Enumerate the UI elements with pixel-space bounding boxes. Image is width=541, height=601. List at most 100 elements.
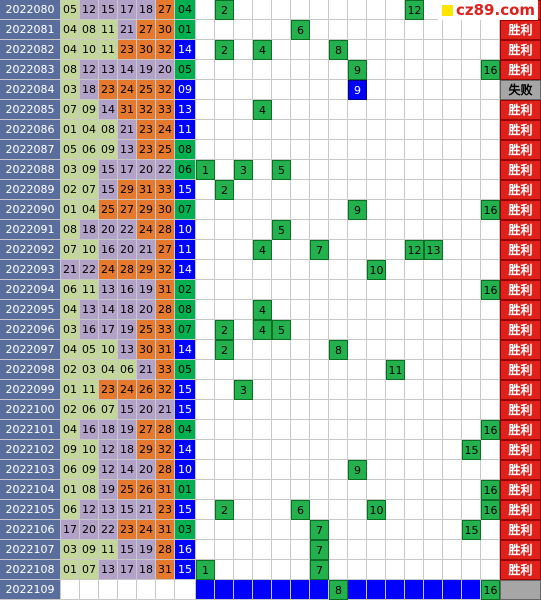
empty-cell xyxy=(291,120,310,140)
empty-cell xyxy=(405,320,424,340)
red-ball-cell: 33 xyxy=(156,320,175,340)
empty-cell xyxy=(329,140,348,160)
pick-cell: 13 xyxy=(424,240,443,260)
empty-cell xyxy=(196,200,215,220)
empty-cell xyxy=(367,160,386,180)
empty-cell xyxy=(272,100,291,120)
empty-cell xyxy=(462,300,481,320)
empty-cell xyxy=(348,40,367,60)
empty-cell xyxy=(424,120,443,140)
red-ball-cell: 05 xyxy=(61,140,80,160)
red-ball-cell: 16 xyxy=(118,280,137,300)
red-ball-cell: 20 xyxy=(137,300,156,320)
empty-cell xyxy=(310,480,329,500)
red-ball-cell: 14 xyxy=(118,60,137,80)
pick-cell: 15 xyxy=(462,520,481,540)
red-ball-cell: 18 xyxy=(137,560,156,580)
red-ball-cell: 18 xyxy=(80,80,99,100)
empty-cell xyxy=(405,160,424,180)
empty-cell xyxy=(348,580,367,600)
empty-cell xyxy=(386,420,405,440)
empty-cell xyxy=(443,160,462,180)
red-ball-cell: 30 xyxy=(156,20,175,40)
issue-cell: 2022087 xyxy=(0,140,61,160)
empty-cell xyxy=(348,300,367,320)
red-ball-cell: 15 xyxy=(118,540,137,560)
empty-cell xyxy=(215,160,234,180)
red-ball-cell: 04 xyxy=(80,120,99,140)
empty-cell xyxy=(310,0,329,20)
empty-cell xyxy=(310,40,329,60)
empty-cell xyxy=(386,560,405,580)
empty-cell xyxy=(215,60,234,80)
red-ball-cell: 04 xyxy=(99,360,118,380)
empty-cell xyxy=(291,240,310,260)
red-ball-cell: 10 xyxy=(80,440,99,460)
empty-cell xyxy=(329,440,348,460)
blue-ball-cell: 10 xyxy=(175,460,196,480)
empty-cell xyxy=(481,260,500,280)
empty-cell xyxy=(215,480,234,500)
red-ball-cell: 25 xyxy=(137,320,156,340)
empty-cell xyxy=(481,220,500,240)
empty-cell xyxy=(234,240,253,260)
red-ball-cell: 10 xyxy=(80,40,99,60)
empty-cell xyxy=(253,160,272,180)
result-cell: 胜利 xyxy=(500,40,541,60)
empty-cell xyxy=(348,560,367,580)
blue-ball-cell: 05 xyxy=(175,60,196,80)
empty-cell xyxy=(310,260,329,280)
empty-cell xyxy=(348,260,367,280)
pick-cell: 2 xyxy=(215,500,234,520)
red-ball-cell: 25 xyxy=(99,200,118,220)
empty-cell xyxy=(291,380,310,400)
pick-cell: 5 xyxy=(272,320,291,340)
blue-ball-cell: 14 xyxy=(175,260,196,280)
red-ball-cell: 08 xyxy=(61,220,80,240)
empty-cell xyxy=(272,480,291,500)
empty-cell xyxy=(272,440,291,460)
red-ball-cell: 09 xyxy=(80,460,99,480)
empty-cell xyxy=(215,260,234,280)
pick-cell: 9 xyxy=(348,200,367,220)
red-ball-cell: 12 xyxy=(80,500,99,520)
empty-cell xyxy=(424,280,443,300)
red-ball-cell: 21 xyxy=(118,120,137,140)
empty-cell xyxy=(443,60,462,80)
empty-cell xyxy=(215,20,234,40)
pick-cell: 10 xyxy=(367,260,386,280)
empty-cell xyxy=(443,440,462,460)
empty-cell xyxy=(272,540,291,560)
red-ball-cell: 02 xyxy=(61,180,80,200)
empty-cell xyxy=(443,280,462,300)
empty-cell xyxy=(348,420,367,440)
pick-cell: 2 xyxy=(215,340,234,360)
red-ball-cell: 18 xyxy=(118,440,137,460)
empty-cell xyxy=(481,180,500,200)
empty-cell xyxy=(272,0,291,20)
blue-ball-cell: 09 xyxy=(175,80,196,100)
red-ball-cell: 23 xyxy=(156,500,175,520)
pick-cell: 9 xyxy=(348,80,367,100)
empty-cell xyxy=(329,360,348,380)
empty-cell xyxy=(272,400,291,420)
red-ball-cell: 29 xyxy=(118,180,137,200)
empty-cell xyxy=(462,60,481,80)
empty-cell xyxy=(234,400,253,420)
pick-cell: 16 xyxy=(481,580,500,600)
result-cell: 胜利 xyxy=(500,500,541,520)
pick-cell: 16 xyxy=(481,60,500,80)
red-ball-cell: 08 xyxy=(61,60,80,80)
empty-cell xyxy=(329,460,348,480)
empty-cell xyxy=(272,380,291,400)
issue-cell: 2022106 xyxy=(0,520,61,540)
result-cell: 胜利 xyxy=(500,220,541,240)
red-ball-cell: 09 xyxy=(80,540,99,560)
red-ball-cell: 32 xyxy=(156,40,175,60)
empty-cell xyxy=(367,0,386,20)
empty-cell xyxy=(405,20,424,40)
empty-cell xyxy=(329,280,348,300)
empty-cell xyxy=(310,500,329,520)
empty-cell xyxy=(329,160,348,180)
red-ball-cell: 13 xyxy=(118,340,137,360)
